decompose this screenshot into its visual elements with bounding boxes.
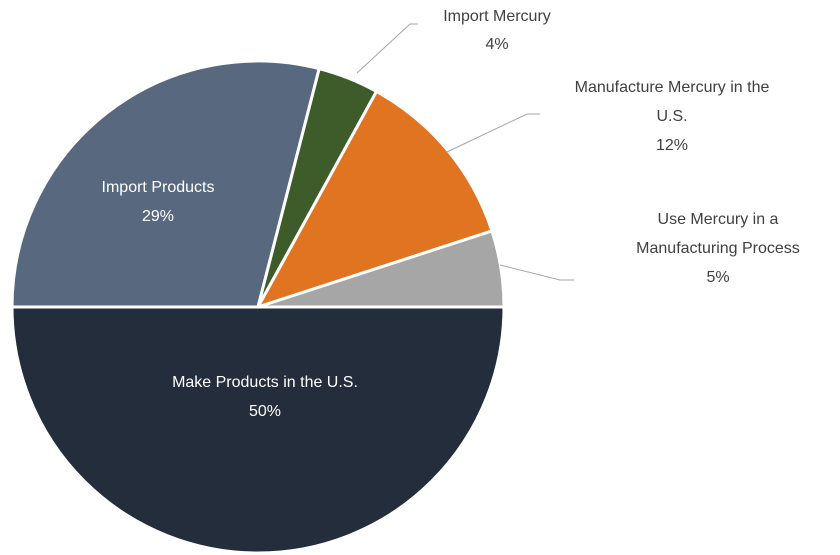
leader-line <box>446 113 540 153</box>
slice-label: Manufacture Mercury in the U.S. 12% <box>567 73 777 160</box>
slices <box>10 59 506 555</box>
value-label: 5% <box>706 269 730 286</box>
value-label: 12% <box>655 137 689 154</box>
category-label: Use Mercury in a Manufacturing Process <box>636 211 800 257</box>
value-label: 29% <box>141 208 175 225</box>
category-label: Import Mercury <box>443 8 551 25</box>
pie-slice <box>256 89 494 309</box>
slice-label: Use Mercury in a Manufacturing Process 5… <box>618 205 818 292</box>
slice-label: Import Products 29% <box>68 173 248 231</box>
leader-line <box>499 264 574 281</box>
pie-slice <box>256 229 506 309</box>
slice-label: Make Products in the U.S. 50% <box>165 368 365 426</box>
pie-slice <box>10 59 321 309</box>
value-label: 4% <box>485 36 509 53</box>
value-label: 50% <box>248 403 282 420</box>
category-label: Import Products <box>101 179 215 196</box>
category-label: Manufacture Mercury in the U.S. <box>574 79 770 125</box>
category-label: Make Products in the U.S. <box>172 374 358 391</box>
leader-line <box>356 23 418 74</box>
pie-slice <box>10 305 506 555</box>
slice-label: Import Mercury 4% <box>407 3 587 59</box>
